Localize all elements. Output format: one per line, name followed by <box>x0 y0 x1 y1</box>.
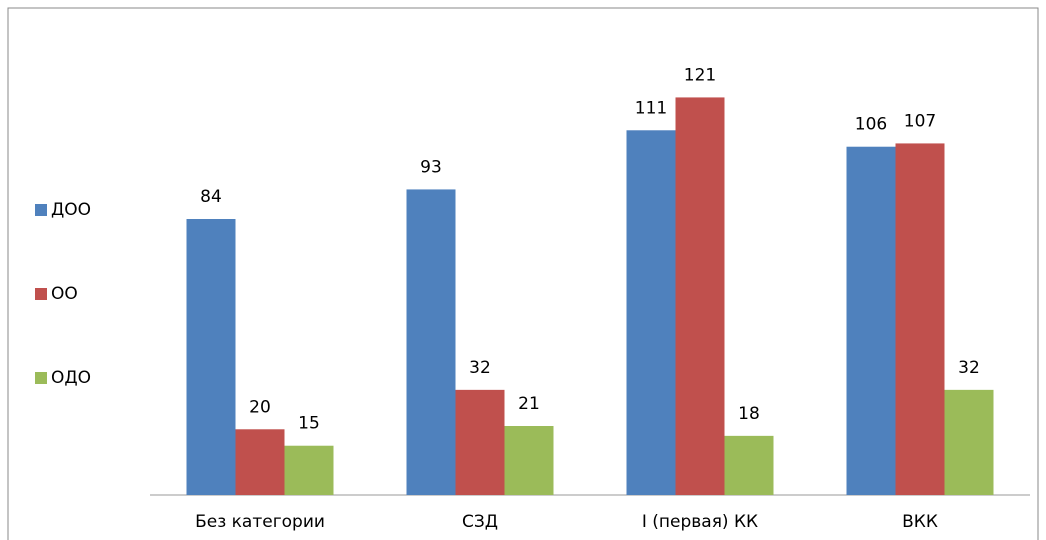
bar <box>235 429 285 495</box>
data-label: 15 <box>298 414 320 434</box>
bar <box>724 435 774 495</box>
bar <box>284 445 334 495</box>
bar <box>455 389 505 495</box>
data-label: 18 <box>738 404 760 424</box>
x-tick-label: Без категории <box>195 512 325 532</box>
legend-swatch <box>35 288 47 300</box>
legend-label: ОО <box>51 284 78 304</box>
legend-swatch <box>35 372 47 384</box>
bar <box>406 189 456 495</box>
data-label: 107 <box>904 111 936 131</box>
data-label: 111 <box>635 98 667 118</box>
legend-swatch <box>35 204 47 216</box>
data-label: 32 <box>958 358 980 378</box>
bar <box>675 97 725 495</box>
bar <box>944 389 994 495</box>
bar <box>846 146 896 495</box>
x-tick-label: ВКК <box>902 512 938 532</box>
data-label: 21 <box>518 394 540 414</box>
bar <box>895 143 945 495</box>
bar <box>186 219 236 495</box>
bar <box>626 130 676 496</box>
data-label: 32 <box>469 358 491 378</box>
bar <box>504 426 554 495</box>
data-label: 84 <box>200 187 222 207</box>
data-label: 121 <box>684 65 716 85</box>
data-label: 93 <box>420 157 442 177</box>
legend-label: ОДО <box>51 368 91 388</box>
x-tick-label: СЗД <box>462 512 498 532</box>
x-tick-label: I (первая) КК <box>642 512 758 532</box>
legend-label: ДОО <box>51 200 91 220</box>
data-label: 20 <box>249 397 271 417</box>
data-label: 106 <box>855 115 887 135</box>
